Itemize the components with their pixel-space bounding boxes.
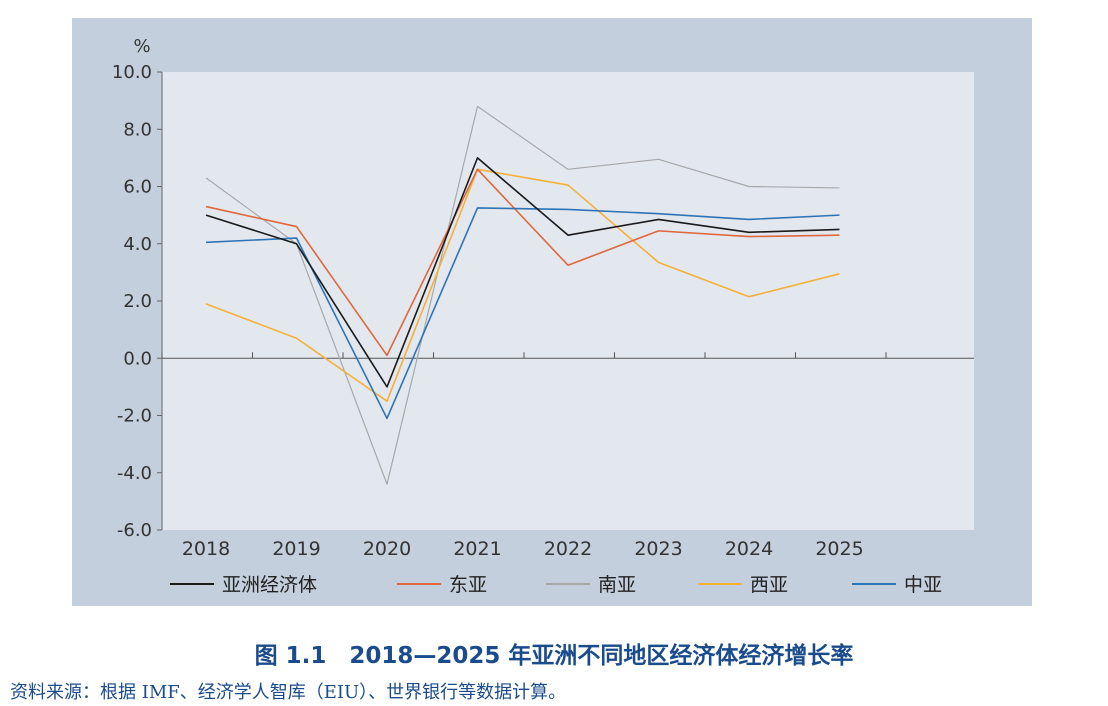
chart-frame: % 10.0 8.0 6.0 4.0 2.0 0.0 -2.0 -4.0 -6.0 2018 20… xyxy=(72,18,1032,606)
plot-area xyxy=(162,72,974,530)
y-tick-label: -2.0 xyxy=(117,406,152,427)
x-tick-label: 2022 xyxy=(544,538,592,560)
y-tick-label: 2.0 xyxy=(123,291,152,312)
x-tick-label: 2024 xyxy=(725,538,773,560)
legend-label: 东亚 xyxy=(449,574,487,596)
x-tick-label: 2023 xyxy=(634,538,682,560)
x-tick-label: 2025 xyxy=(815,538,863,560)
legend-label: 中亚 xyxy=(904,574,942,596)
figure-caption: 图 1.1 2018—2025 年亚洲不同地区经济体经济增长率 xyxy=(254,643,854,669)
x-tick-label: 2021 xyxy=(453,538,501,560)
series-line-3 xyxy=(205,168,840,402)
series-line-0 xyxy=(205,157,840,388)
y-tick-label: 0.0 xyxy=(123,348,152,369)
y-ticks: 10.0 8.0 6.0 4.0 2.0 0.0 -2.0 -4.0 -6.0 xyxy=(112,62,162,541)
y-tick-label: 10.0 xyxy=(112,62,152,83)
legend: 亚洲经济体 东亚 南亚 西亚 中亚 xyxy=(170,574,942,596)
x-axis: 2018 2019 2020 2021 2022 2023 2024 2025 xyxy=(161,352,974,560)
y-tick-label: -6.0 xyxy=(117,520,152,541)
source-note: 资料来源：根据 IMF、经济学人智库（EIU）、世界银行等数据计算。 xyxy=(10,682,567,703)
x-tick-label: 2019 xyxy=(272,538,320,560)
series-lines xyxy=(205,105,840,485)
y-tick-label: 4.0 xyxy=(123,234,152,255)
series-line-1 xyxy=(205,168,840,357)
legend-label: 亚洲经济体 xyxy=(222,574,317,596)
y-tick-label: 8.0 xyxy=(123,119,152,140)
y-unit-label: % xyxy=(133,36,150,57)
line-chart: % 10.08.06.04.02.00.0-2.0-4.0-6.0 2018 20… xyxy=(112,36,974,596)
legend-label: 南亚 xyxy=(598,574,636,596)
x-tick-label: 2020 xyxy=(363,538,411,560)
legend-label: 西亚 xyxy=(750,574,788,596)
x-tick-label: 2018 xyxy=(182,538,230,560)
y-tick-label: -4.0 xyxy=(117,463,152,484)
y-tick-label: 6.0 xyxy=(123,177,152,198)
series-line-2 xyxy=(205,105,840,485)
